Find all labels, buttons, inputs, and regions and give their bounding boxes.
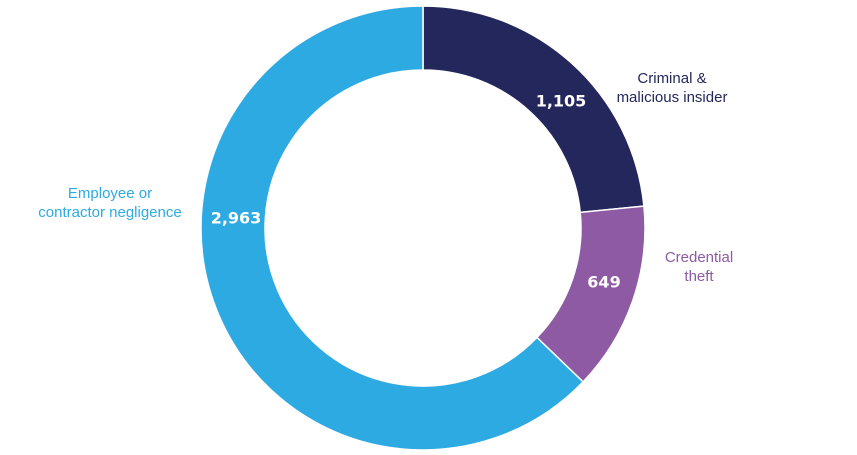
slices-layer [200,5,646,451]
value-labels-layer: 1,105 649 2,963 [211,92,621,292]
category-label-2-line-1: contractor negligence [38,204,181,221]
category-label-1: Credential theft [665,249,733,285]
category-label-2: Employee or contractor negligence [38,185,181,221]
category-label-1-line-1: theft [684,268,714,285]
category-label-2-line-0: Employee or [68,185,152,202]
category-label-1-line-0: Credential [665,249,733,266]
category-label-0-line-1: malicious insider [617,89,728,106]
value-label-1: 649 [587,273,620,292]
category-label-0: Criminal & malicious insider [617,70,728,106]
category-label-0-line-0: Criminal & [637,70,706,87]
category-labels-layer: Criminal & malicious insider Credential the… [38,70,733,285]
slice-2 [200,5,585,451]
value-label-2: 2,963 [211,209,262,228]
slice-0 [422,5,645,214]
value-label-0: 1,105 [536,92,587,111]
